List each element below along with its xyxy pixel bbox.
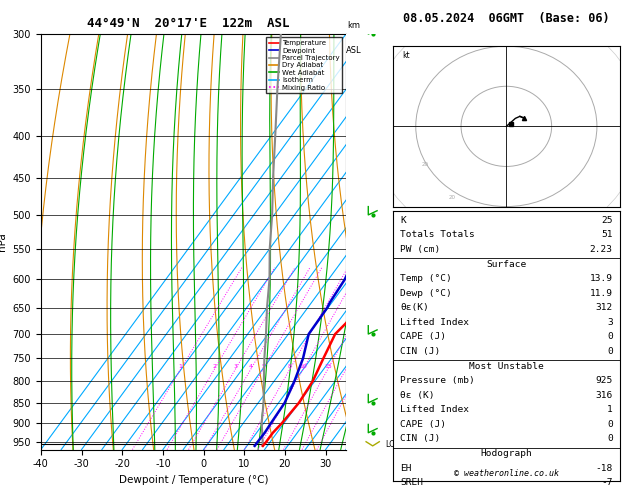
Text: © weatheronline.co.uk: © weatheronline.co.uk xyxy=(454,469,559,478)
Text: Lifted Index: Lifted Index xyxy=(400,318,469,327)
Text: Hodograph: Hodograph xyxy=(481,449,532,458)
Text: 2.23: 2.23 xyxy=(590,245,613,254)
Text: 8: 8 xyxy=(288,364,292,369)
Text: Most Unstable: Most Unstable xyxy=(469,362,543,371)
Y-axis label: hPa: hPa xyxy=(0,232,7,251)
Text: 15: 15 xyxy=(324,364,331,369)
Text: 0: 0 xyxy=(607,332,613,342)
Text: 10: 10 xyxy=(299,364,307,369)
Text: 51: 51 xyxy=(601,230,613,240)
Text: -7: -7 xyxy=(601,478,613,486)
Text: Pressure (mb): Pressure (mb) xyxy=(400,376,475,385)
Text: CIN (J): CIN (J) xyxy=(400,434,440,444)
Text: 0: 0 xyxy=(607,347,613,356)
Text: Surface: Surface xyxy=(486,260,526,269)
Text: km: km xyxy=(347,21,360,30)
Text: -18: -18 xyxy=(596,464,613,473)
X-axis label: Dewpoint / Temperature (°C): Dewpoint / Temperature (°C) xyxy=(119,475,268,485)
Text: PW (cm): PW (cm) xyxy=(400,245,440,254)
Text: 20: 20 xyxy=(421,162,428,168)
Text: 08.05.2024  06GMT  (Base: 06): 08.05.2024 06GMT (Base: 06) xyxy=(403,12,610,25)
Text: 5: 5 xyxy=(261,364,265,369)
Text: 0: 0 xyxy=(607,420,613,429)
Text: 25: 25 xyxy=(601,216,613,225)
Text: Dewp (°C): Dewp (°C) xyxy=(400,289,452,298)
Text: 0: 0 xyxy=(607,434,613,444)
Text: 1: 1 xyxy=(179,364,182,369)
Text: Totals Totals: Totals Totals xyxy=(400,230,475,240)
Text: ASL: ASL xyxy=(346,47,362,55)
Text: 3: 3 xyxy=(607,318,613,327)
Text: 1: 1 xyxy=(607,405,613,415)
Text: θε (K): θε (K) xyxy=(400,391,435,400)
Text: 11.9: 11.9 xyxy=(590,289,613,298)
Text: CAPE (J): CAPE (J) xyxy=(400,420,446,429)
Text: K: K xyxy=(400,216,406,225)
Text: SREH: SREH xyxy=(400,478,423,486)
Legend: Temperature, Dewpoint, Parcel Trajectory, Dry Adiabat, Wet Adiabat, Isotherm, Mi: Temperature, Dewpoint, Parcel Trajectory… xyxy=(266,37,342,93)
Text: kt: kt xyxy=(402,51,410,60)
Text: 4: 4 xyxy=(249,364,253,369)
Text: 3: 3 xyxy=(233,364,238,369)
Text: Temp (°C): Temp (°C) xyxy=(400,274,452,283)
Text: 312: 312 xyxy=(596,303,613,312)
Text: Lifted Index: Lifted Index xyxy=(400,405,469,415)
Text: 13.9: 13.9 xyxy=(590,274,613,283)
Text: 2: 2 xyxy=(213,364,216,369)
Text: CIN (J): CIN (J) xyxy=(400,347,440,356)
Text: 20: 20 xyxy=(448,194,455,200)
Text: 925: 925 xyxy=(596,376,613,385)
Text: EH: EH xyxy=(400,464,411,473)
Text: 44°49'N  20°17'E  122m  ASL: 44°49'N 20°17'E 122m ASL xyxy=(87,17,290,30)
Text: CAPE (J): CAPE (J) xyxy=(400,332,446,342)
Text: 316: 316 xyxy=(596,391,613,400)
Text: θε(K): θε(K) xyxy=(400,303,429,312)
Text: LCL: LCL xyxy=(385,439,399,449)
